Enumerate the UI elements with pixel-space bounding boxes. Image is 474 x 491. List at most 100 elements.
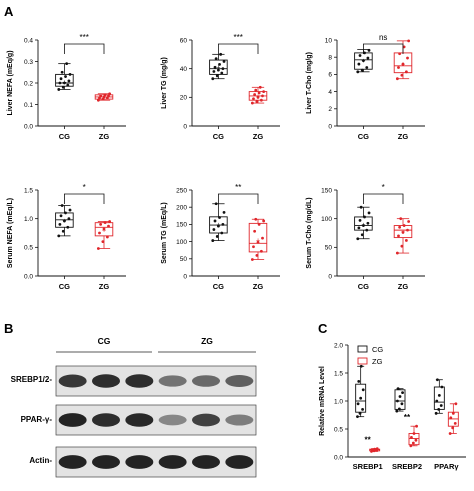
box-zg-point — [255, 253, 259, 257]
y-tick-label: 0.0 — [24, 123, 33, 130]
y-tick-label: 40 — [180, 66, 188, 73]
box-zg-point — [105, 96, 109, 100]
box-cg-point — [57, 234, 61, 238]
blot-band — [225, 414, 254, 426]
box-cg-point — [61, 85, 65, 89]
boxplot-panel-a: 0.0 0.1 0.2 0.3 0.4 CG ZG + + Liver NEFA (mEq/g) *… — [7, 33, 425, 291]
box-zg-point — [402, 224, 406, 227]
box-zg-point — [397, 234, 400, 238]
box-cg-point — [214, 57, 218, 61]
significance-label: ** — [404, 413, 411, 422]
box-zg-point — [454, 402, 458, 406]
x-category-label: CG — [358, 132, 369, 141]
y-tick-label: 1.5 — [24, 187, 33, 194]
y-tick-label: 0.5 — [334, 426, 343, 433]
y-tick-label: 0.4 — [24, 37, 33, 44]
box-cg-point — [222, 210, 226, 214]
legend-label: ZG — [372, 357, 383, 366]
significance-bracket — [218, 193, 259, 204]
box-cg-point — [400, 402, 404, 406]
box-cg-point — [357, 226, 361, 230]
blot-band — [92, 413, 120, 427]
box-zg-point — [107, 94, 110, 98]
box-cg-point — [357, 62, 361, 66]
y-tick-label: 8 — [328, 55, 332, 62]
box-cg-point — [220, 231, 224, 235]
box-cg-point — [214, 202, 218, 206]
box-zg-point — [453, 422, 457, 425]
y-tick-label: 0.0 — [24, 273, 33, 280]
y-axis-label: Liver T-Cho (mg/g) — [306, 52, 313, 114]
y-tick-label: 1.5 — [334, 370, 343, 377]
box-cg-point — [437, 394, 441, 397]
mrna-boxplot: 0.0 0.5 1.0 1.5 2.0 Relative mRNA Level SREBP1… — [319, 342, 466, 471]
box-cg-point — [215, 235, 219, 238]
box-zg-point — [404, 70, 408, 74]
box-zg-point — [107, 224, 110, 228]
box-cg-mean-marker: + — [216, 65, 220, 72]
y-tick-label: 0.2 — [24, 80, 33, 87]
box-zg-point — [370, 448, 374, 452]
box-cg-point — [363, 51, 366, 55]
y-tick-label: 0 — [328, 273, 332, 280]
box-zg-mean-marker: + — [256, 237, 260, 244]
box-zg-point — [98, 231, 101, 235]
box-cg-point — [61, 229, 65, 233]
box-cg-point — [437, 408, 441, 411]
box-cg-point — [356, 237, 360, 241]
y-tick-label: 0 — [328, 123, 332, 130]
box-zg-point — [250, 258, 254, 261]
significance-label: * — [382, 183, 385, 192]
blot-band — [158, 414, 187, 426]
box-cg-point — [365, 66, 369, 69]
y-tick-label: 2.0 — [334, 342, 343, 349]
box-zg-point — [401, 62, 405, 66]
box-zg-point — [411, 441, 415, 445]
x-category-label: CG — [213, 282, 224, 291]
box-cg-point — [362, 59, 365, 63]
box-cg-point — [367, 211, 371, 215]
box-cg-point — [439, 404, 443, 407]
box-zg-point — [102, 227, 106, 231]
box-cg-point — [67, 217, 71, 221]
box-zg-point — [259, 98, 263, 102]
box-cg-point — [64, 211, 67, 215]
y-tick-label: 0.0 — [334, 454, 343, 461]
box-cg-point — [221, 223, 225, 226]
y-tick-label: 4 — [328, 89, 332, 96]
y-axis-label: Serum TG (mEq/L) — [161, 202, 168, 263]
box-zg-point — [409, 444, 413, 448]
box-zg-point — [99, 223, 103, 226]
blot-band — [58, 455, 87, 469]
box-zg-point — [96, 247, 100, 250]
y-tick-label: 1.0 — [24, 216, 33, 223]
box-cg-point — [356, 70, 360, 74]
box-cg-point — [401, 391, 404, 394]
x-category-label: CG — [358, 282, 369, 291]
significance-label: * — [83, 183, 86, 192]
x-category-label: ZG — [253, 132, 264, 141]
box-cg-point — [59, 214, 63, 218]
y-tick-label: 200 — [176, 205, 187, 212]
significance-label: *** — [80, 33, 89, 42]
box-cg-point — [60, 70, 64, 74]
box-zg-point — [257, 91, 261, 95]
panel-letter-c: C — [318, 321, 328, 336]
y-tick-label: 50 — [325, 245, 333, 252]
box-zg-point — [406, 56, 409, 60]
x-category-label: ZG — [253, 282, 264, 291]
significance-label: *** — [234, 33, 243, 42]
box-zg-point — [254, 217, 258, 221]
blot-label-actin: Actin- — [29, 456, 52, 465]
box-cg-point — [365, 228, 369, 232]
box-cg-box — [55, 73, 74, 87]
blot-membrane — [55, 446, 257, 478]
box-cg-point — [397, 407, 401, 411]
x-category-label: CG — [213, 132, 224, 141]
box-zg-point — [400, 73, 404, 77]
blot-band — [58, 374, 87, 388]
